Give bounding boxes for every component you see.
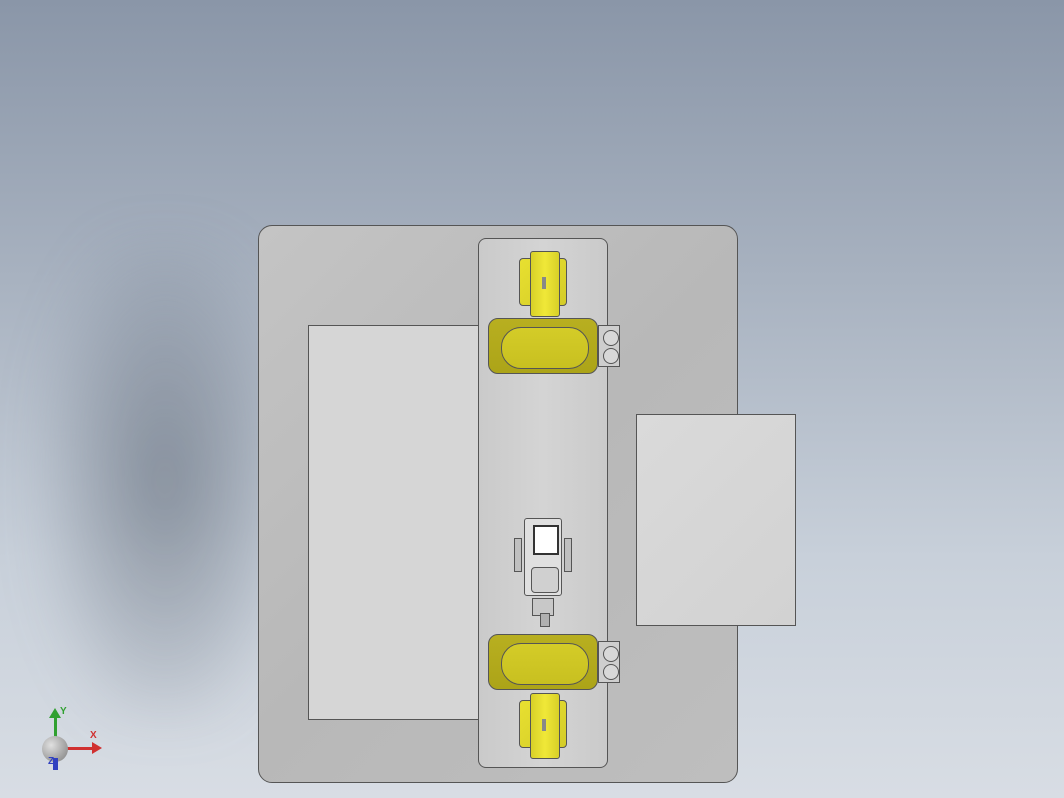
device-side-screw-left[interactable] [514, 538, 522, 572]
yellow-bolt-bottom-part[interactable] [519, 700, 567, 748]
device-side-screw-right[interactable] [564, 538, 572, 572]
center-device-part[interactable] [524, 518, 562, 596]
flange-mount-top-part[interactable] [598, 325, 620, 367]
orientation-triad[interactable]: X Y Z [30, 708, 100, 768]
yellow-flange-top-part[interactable] [488, 318, 598, 374]
center-device-foot[interactable] [532, 598, 554, 616]
side-box-part[interactable] [636, 414, 796, 626]
inner-panel-part[interactable] [308, 325, 480, 720]
triad-y-label: Y [60, 706, 67, 717]
cad-viewport[interactable]: X Y Z [0, 0, 1064, 798]
triad-z-label: Z [48, 756, 54, 767]
triad-x-label: X [90, 730, 97, 741]
model-shadow [45, 240, 285, 720]
yellow-flange-bottom-part[interactable] [488, 634, 598, 690]
yellow-bolt-top-part[interactable] [519, 258, 567, 306]
flange-mount-bottom-part[interactable] [598, 641, 620, 683]
triad-x-arrow-icon [92, 742, 102, 754]
